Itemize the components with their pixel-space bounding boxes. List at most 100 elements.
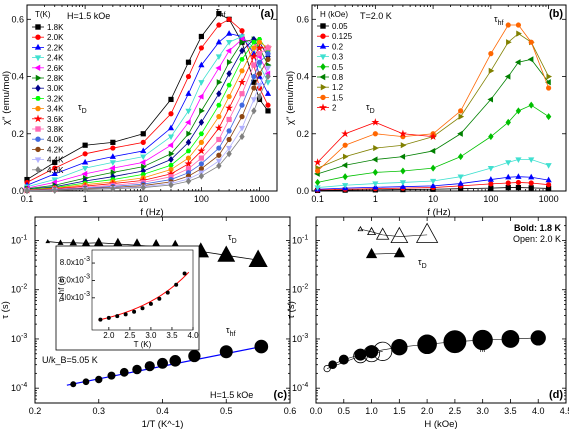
data-point — [226, 16, 232, 22]
data-point — [371, 156, 378, 163]
data-point — [264, 65, 272, 72]
data-point — [487, 96, 494, 103]
data-point — [110, 169, 117, 176]
series-line — [332, 337, 539, 365]
panel-b: 0.1 1 10 100 1000 0.0 0.2 0.4 0.6 f (Hz) χ'' (emu/… — [285, 4, 567, 218]
x-tick-label: 1.5 — [393, 406, 406, 416]
legend-marker — [35, 136, 41, 142]
legend-marker — [35, 126, 41, 132]
data-point — [417, 334, 437, 355]
data-point — [505, 160, 512, 166]
legend-marker — [35, 166, 41, 174]
legend-marker — [35, 146, 41, 153]
inset-data-point — [132, 309, 137, 314]
x-tick-label: 2.0 — [421, 406, 434, 416]
x-tick-label: 0.6 — [284, 406, 297, 416]
data-point — [515, 157, 522, 163]
panel-label: (d) — [549, 389, 563, 401]
data-point — [430, 164, 436, 172]
data-point — [199, 107, 205, 114]
legend-marker — [318, 103, 328, 112]
series-label: τD — [228, 232, 237, 245]
x-tick-label: 4.0 — [532, 406, 545, 416]
x-axis-label: f (Hz) — [140, 207, 163, 218]
data-point — [488, 133, 494, 141]
data-point — [225, 103, 234, 112]
data-point — [265, 108, 271, 114]
x-tick-label: 0.2 — [29, 406, 42, 416]
data-point — [82, 378, 90, 386]
data-point — [239, 39, 246, 46]
data-point — [457, 153, 464, 161]
panel-label: (b) — [549, 8, 563, 20]
data-point — [81, 170, 88, 177]
data-point — [239, 68, 245, 74]
legend-marker — [320, 94, 326, 101]
inset-frame — [55, 245, 200, 351]
y-axis-label: χ'' (emu/mol) — [285, 71, 296, 125]
data-point — [140, 139, 146, 145]
legend-label: 0.3 — [332, 53, 344, 62]
data-point — [215, 38, 222, 45]
data-point — [371, 118, 380, 126]
inset-y-axis-label: τ_hf (s) — [57, 276, 66, 302]
data-point — [251, 73, 257, 80]
data-point — [515, 107, 522, 115]
data-point — [530, 330, 546, 346]
legend-marker — [34, 43, 42, 50]
data-point — [184, 159, 193, 168]
data-point — [391, 338, 408, 356]
y-tick-label: 10-1 — [11, 234, 27, 245]
data-point — [226, 82, 232, 88]
data-point — [198, 118, 205, 126]
data-point — [197, 93, 204, 100]
x-tick-label: 2.5 — [449, 406, 462, 416]
data-point — [472, 329, 493, 351]
data-point — [256, 82, 263, 89]
data-point — [501, 330, 520, 348]
data-point — [109, 153, 116, 159]
data-point — [168, 150, 175, 157]
y-tick-label: 10-4 — [11, 382, 27, 393]
x-tick-label: 0.5 — [220, 406, 233, 416]
data-point — [107, 371, 116, 380]
panel-a: 0.1 1 10 100 1000 0.0 0.2 0.4 0.6 f (Hz) χ'' (emu/… — [1, 4, 278, 218]
inset-y-tick-label: 4.0x10-3 — [60, 291, 90, 302]
data-point — [198, 80, 205, 86]
data-point — [265, 45, 271, 51]
data-point — [226, 145, 233, 152]
data-point — [225, 47, 232, 54]
legend-marker — [320, 83, 327, 91]
data-point — [373, 144, 379, 152]
data-point — [185, 108, 192, 115]
data-point — [251, 45, 257, 51]
data-point — [372, 181, 379, 188]
data-point — [545, 163, 552, 169]
data-point — [226, 116, 232, 123]
inset-x-tick-label: 2.0 — [103, 331, 115, 340]
peak-label: τD — [366, 102, 375, 115]
data-point — [216, 152, 222, 158]
x-axis-label: f (Hz) — [427, 207, 450, 218]
data-point — [52, 165, 58, 171]
legend-label: 3.6K — [47, 115, 64, 124]
data-point — [528, 185, 534, 191]
data-point — [239, 91, 245, 97]
data-point — [168, 162, 174, 168]
data-point — [254, 339, 269, 354]
legend-marker — [320, 63, 326, 71]
y-tick-label: 0.0 — [296, 186, 309, 196]
data-point — [198, 33, 204, 40]
panel-c: 0.2 0.3 0.4 0.5 0.6 10-4 10-3 10-2 10-1 1/T (K^-1… — [0, 216, 297, 430]
data-point — [398, 129, 407, 138]
y-tick-label: 10-3 — [292, 333, 308, 344]
data-point — [430, 182, 437, 189]
legend-marker — [35, 96, 41, 101]
data-point — [528, 39, 534, 45]
data-point — [314, 168, 321, 174]
legend-label: 0.05 — [332, 22, 348, 31]
data-point — [430, 178, 437, 185]
x-tick-label: 3.5 — [504, 406, 517, 416]
data-point — [341, 129, 350, 138]
data-point — [265, 56, 271, 62]
